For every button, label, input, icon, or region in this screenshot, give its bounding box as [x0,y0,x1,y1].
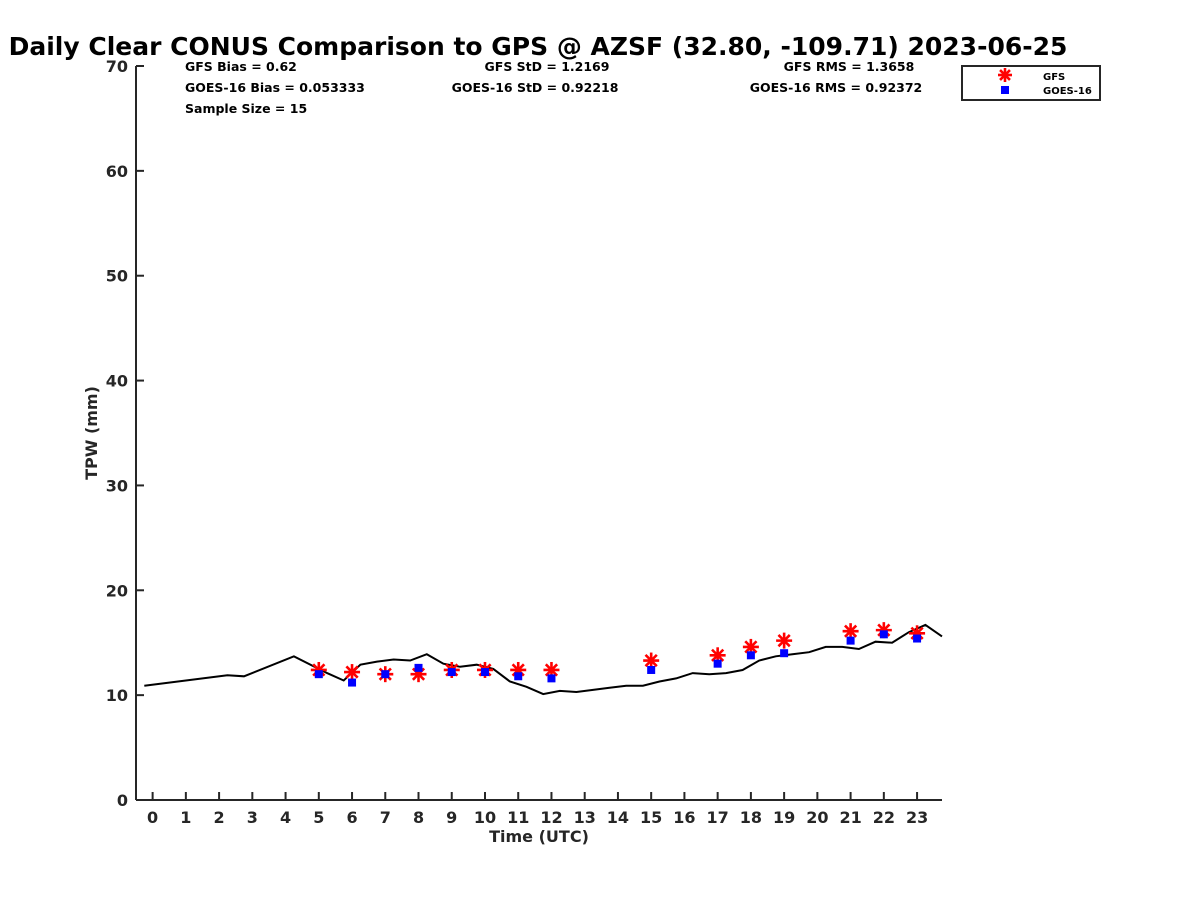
x-tick-label: 6 [346,808,357,827]
gfs-marker [643,652,660,669]
x-tick-label: 16 [673,808,695,827]
x-tick-label: 22 [873,808,895,827]
marker-layer [310,622,926,687]
goes-marker [314,670,323,679]
x-tick-label: 17 [707,808,729,827]
goes-rms-text: GOES-16 RMS = 0.92372 [750,80,923,95]
x-tick-label: 21 [839,808,861,827]
legend-label-gfs: GFS [1043,72,1065,83]
goes-marker [647,665,656,674]
gfs-std-text: GFS StD = 1.2169 [485,59,610,74]
goes-marker [746,651,755,660]
y-tick-label: 60 [106,162,128,181]
x-tick-label: 8 [413,808,424,827]
legend-box [961,65,1101,101]
x-axis-label: Time (UTC) [489,827,589,846]
goes-marker [713,659,722,668]
gfs-marker-stroke [711,648,725,662]
gfs-marker-stroke [777,634,791,648]
legend-marker-gfs [998,68,1012,82]
y-tick-label: 0 [117,791,128,810]
x-tick-label: 18 [740,808,762,827]
goes-marker [780,649,789,658]
y-tick-label: 10 [106,686,128,705]
gfs-rms-text: GFS RMS = 1.3658 [784,59,915,74]
goes-marker [447,668,456,677]
goes-marker [514,672,523,681]
x-tick-label: 2 [214,808,225,827]
legend: GFS GOES-16 [961,65,1101,101]
x-tick-label: 9 [446,808,457,827]
goes-marker [348,678,357,687]
y-tick-label: 50 [106,267,128,286]
gfs-marker-stroke [345,665,359,679]
y-tick-label: 30 [106,476,128,495]
chart-title: Daily Clear CONUS Comparison to GPS @ AZ… [9,32,1068,61]
x-tick-label: 10 [474,808,496,827]
x-tick-label: 7 [380,808,391,827]
y-tick-label: 20 [106,581,128,600]
goes-marker [879,630,888,639]
y-axis-label: TPW (mm) [82,386,101,480]
y-tick-label: 70 [106,57,128,76]
gfs-marker-stroke [544,663,559,677]
goes-marker [414,663,423,672]
y-tick-label: 40 [106,372,128,391]
goes-marker [1001,86,1009,94]
gfs-marker [998,68,1012,82]
gps-line-layer [144,623,943,696]
goes-marker [381,670,390,679]
x-tick-label: 23 [906,808,928,827]
x-tick-label: 19 [773,808,795,827]
goes-bias-text: GOES-16 Bias = 0.053333 [185,80,365,95]
legend-marker-goes [1001,86,1009,94]
gfs-marker-stroke [644,653,658,668]
x-tick-label: 5 [313,808,324,827]
gfs-marker [344,664,361,681]
x-tick-label: 3 [247,808,258,827]
goes-marker [480,668,489,677]
x-tick-label: 1 [180,808,191,827]
x-tick-label: 13 [574,808,596,827]
x-tick-label: 4 [280,808,291,827]
legend-label-goes: GOES-16 [1043,86,1092,97]
gfs-marker [842,623,859,640]
gfs-marker-stroke [999,69,1011,81]
gfs-marker [776,632,793,649]
x-tick-label: 15 [640,808,662,827]
x-tick-label: 14 [607,808,629,827]
sample-size-text: Sample Size = 15 [185,101,307,116]
x-tick-label: 0 [147,808,158,827]
goes-marker [913,634,922,643]
goes-std-text: GOES-16 StD = 0.92218 [452,80,619,95]
gfs-marker-stroke [744,640,758,654]
axis-ticks: 0 1 2 3 4 5 6 7 8 9 10 11 12 13 14 15 16 17 18 19 20 21 22 2301… [106,57,928,827]
x-tick-label: 11 [507,808,529,827]
goes-marker [547,674,556,683]
x-tick-label: 20 [806,808,828,827]
gfs-marker-stroke [844,624,858,638]
gfs-bias-text: GFS Bias = 0.62 [185,59,297,74]
goes-marker [846,636,855,645]
x-tick-label: 12 [540,808,562,827]
gps-tpw-line [144,623,943,696]
